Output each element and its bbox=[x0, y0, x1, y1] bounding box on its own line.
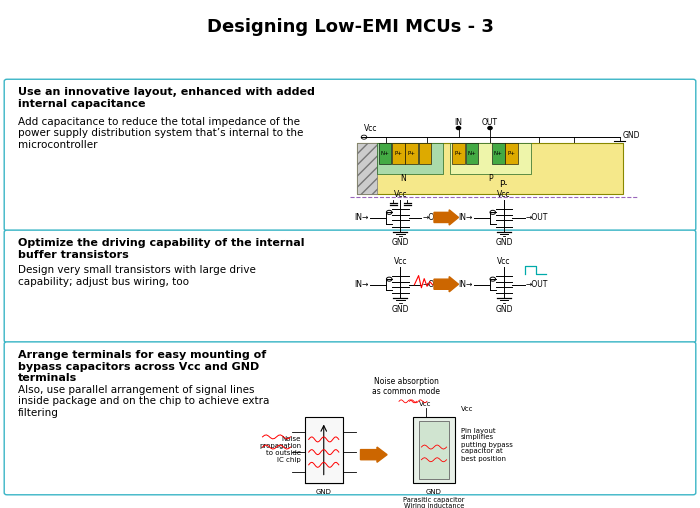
Text: Vcc: Vcc bbox=[461, 406, 473, 412]
Bar bbox=[379, 143, 391, 164]
Text: N+: N+ bbox=[494, 151, 503, 156]
FancyBboxPatch shape bbox=[4, 79, 696, 231]
Text: GND: GND bbox=[426, 489, 442, 495]
Text: Parasitic capacitor: Parasitic capacitor bbox=[403, 497, 465, 503]
Bar bbox=[419, 421, 449, 479]
Text: N+: N+ bbox=[381, 151, 389, 156]
Text: GND: GND bbox=[496, 238, 512, 247]
Text: N+: N+ bbox=[468, 151, 476, 156]
Text: N: N bbox=[400, 174, 406, 183]
Text: P+: P+ bbox=[454, 151, 463, 156]
Text: GND: GND bbox=[392, 305, 409, 313]
Bar bbox=[405, 143, 418, 164]
Text: IN→: IN→ bbox=[458, 280, 472, 289]
Text: Vcc: Vcc bbox=[497, 257, 511, 266]
Circle shape bbox=[456, 126, 461, 130]
Text: P-: P- bbox=[499, 180, 508, 189]
Text: Vcc: Vcc bbox=[497, 190, 511, 199]
Text: OUT: OUT bbox=[482, 118, 498, 127]
Text: Also, use parallel arrangement of signal lines
inside package and on the chip to: Also, use parallel arrangement of signal… bbox=[18, 385, 270, 418]
Bar bbox=[304, 417, 343, 483]
Text: Add capacitance to reduce the total impedance of the
power supply distribution s: Add capacitance to reduce the total impe… bbox=[18, 117, 304, 150]
Bar bbox=[492, 143, 505, 164]
Bar bbox=[419, 143, 431, 164]
FancyArrow shape bbox=[434, 210, 458, 225]
Text: Optimize the driving capability of the internal
buffer transistors: Optimize the driving capability of the i… bbox=[18, 238, 304, 260]
Text: Vcc: Vcc bbox=[393, 257, 407, 266]
Text: Arrange terminals for easy mounting of
bypass capacitors across Vcc and GND
term: Arrange terminals for easy mounting of b… bbox=[18, 350, 267, 383]
FancyArrow shape bbox=[360, 447, 387, 462]
Bar bbox=[392, 143, 405, 164]
Text: Design very small transistors with large drive
capability; adjust bus wiring, to: Design very small transistors with large… bbox=[18, 265, 256, 287]
Text: Vcc: Vcc bbox=[393, 190, 407, 199]
Text: GND: GND bbox=[623, 131, 640, 140]
Text: Noise absorption
as common mode: Noise absorption as common mode bbox=[372, 377, 440, 396]
FancyBboxPatch shape bbox=[4, 230, 696, 342]
Text: Use an innovative layout, enhanced with added
internal capacitance: Use an innovative layout, enhanced with … bbox=[18, 87, 315, 109]
Text: GND: GND bbox=[496, 305, 512, 313]
Text: Wiring inductance: Wiring inductance bbox=[404, 503, 464, 508]
Text: →OUT: →OUT bbox=[526, 213, 548, 223]
Bar bbox=[450, 143, 531, 174]
Text: P: P bbox=[488, 174, 493, 183]
Text: Vcc: Vcc bbox=[364, 124, 377, 133]
Text: P+: P+ bbox=[508, 151, 516, 156]
Bar bbox=[357, 143, 623, 194]
Text: GND: GND bbox=[392, 238, 409, 247]
Text: P+: P+ bbox=[394, 151, 402, 156]
Text: Designing Low-EMI MCUs - 3: Designing Low-EMI MCUs - 3 bbox=[206, 18, 494, 36]
Bar bbox=[452, 143, 465, 164]
Bar bbox=[505, 143, 518, 164]
Text: GND: GND bbox=[316, 489, 332, 495]
Text: Vcc: Vcc bbox=[419, 401, 432, 407]
Bar bbox=[377, 143, 443, 174]
FancyArrow shape bbox=[434, 276, 458, 292]
Text: IN→: IN→ bbox=[458, 213, 472, 223]
Bar bbox=[466, 143, 478, 164]
Text: →OUT: →OUT bbox=[422, 213, 444, 223]
Text: Noise
propagation
to outside
IC chip: Noise propagation to outside IC chip bbox=[259, 436, 301, 463]
Text: IN→: IN→ bbox=[354, 280, 369, 289]
Text: Pin layout
simplifies
putting bypass
capacitor at
best position: Pin layout simplifies putting bypass cap… bbox=[461, 428, 512, 461]
Bar bbox=[357, 143, 377, 194]
FancyBboxPatch shape bbox=[4, 342, 696, 495]
Bar bbox=[413, 417, 455, 483]
Text: P+: P+ bbox=[407, 151, 416, 156]
Text: →OUT: →OUT bbox=[422, 280, 444, 289]
Text: IN→: IN→ bbox=[354, 213, 369, 223]
Circle shape bbox=[488, 126, 492, 130]
Text: →OUT: →OUT bbox=[526, 280, 548, 289]
Text: IN: IN bbox=[454, 118, 463, 127]
